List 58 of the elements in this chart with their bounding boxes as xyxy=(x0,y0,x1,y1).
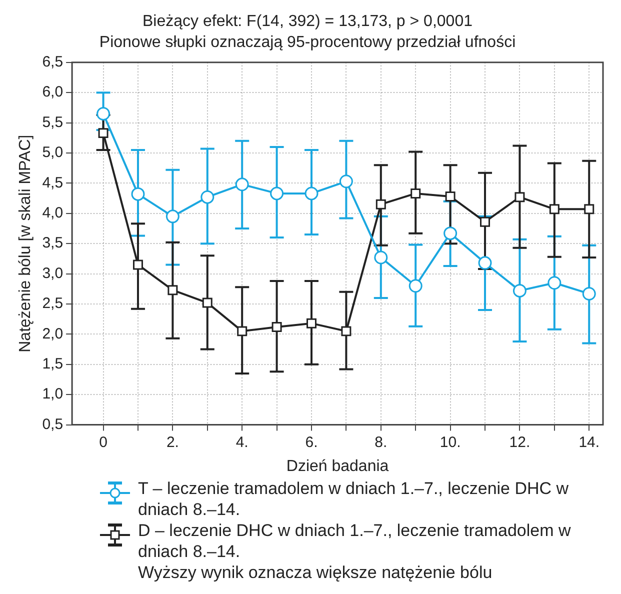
point xyxy=(339,174,353,188)
point xyxy=(98,128,108,138)
point xyxy=(341,326,352,336)
y-tick-label: 1,0 xyxy=(42,386,64,403)
y-tick-label: 3,0 xyxy=(42,264,64,282)
y-tick-label: 2,0 xyxy=(42,325,64,342)
point xyxy=(272,322,282,332)
legend-label: T – leczenie tramadolem w dniach 1.–7., leczenie DHC w dniach 8.–14. xyxy=(138,478,570,520)
point xyxy=(304,186,318,200)
y-tick-label: 3,5 xyxy=(42,234,64,252)
y-tick-label: 6,0 xyxy=(42,84,64,101)
y-tick-label: 0,5 xyxy=(42,416,64,433)
point xyxy=(166,210,180,224)
point xyxy=(549,204,560,214)
point xyxy=(235,178,249,192)
point xyxy=(168,285,178,296)
point xyxy=(584,204,594,214)
y-tick-label: 4,5 xyxy=(42,174,64,192)
x-axis-title: Dzień badania xyxy=(286,458,389,475)
x-tick-label: 10. xyxy=(440,434,461,451)
y-tick-label: 1,5 xyxy=(42,356,64,373)
x-tick-label: 4. xyxy=(236,434,248,451)
point xyxy=(408,279,422,293)
x-tick-label: 6. xyxy=(305,434,318,451)
point xyxy=(582,286,596,300)
point xyxy=(548,276,562,290)
x-tick-label: 2. xyxy=(166,434,179,451)
chart-subtitle: Pionowe słupki oznaczają 95-procentowy przedział ufności xyxy=(99,34,516,52)
point xyxy=(445,191,456,202)
text: Wyższy wynik oznacza większe natężenie bólu xyxy=(137,562,494,583)
point xyxy=(374,250,388,264)
y-tick-label: 2,5 xyxy=(42,295,64,312)
point xyxy=(410,188,421,198)
x-tick-label: 12. xyxy=(509,434,530,451)
y-tick-label: 5,5 xyxy=(42,114,64,131)
point xyxy=(202,298,212,308)
point xyxy=(131,187,145,201)
chart-title: Bieżący efekt: F(14, 392) = 13,173, p > 0,0001 xyxy=(142,13,473,30)
y-tick-label: 6,5 xyxy=(42,54,64,71)
point xyxy=(237,326,248,336)
x-tick-label: 14. xyxy=(578,434,600,451)
x-tick-label: 0 xyxy=(99,434,108,451)
point xyxy=(444,226,458,240)
point xyxy=(306,318,316,328)
point xyxy=(376,199,386,210)
y-tick-label: 4,0 xyxy=(42,204,64,222)
point xyxy=(270,186,284,200)
point xyxy=(480,216,490,227)
legend-label: D – leczenie DHC w dniach 1.–7., leczenie tramadolem w dniach 8.–14. xyxy=(138,520,572,562)
point xyxy=(200,190,214,204)
point xyxy=(514,192,525,202)
y-tick-label: 5,0 xyxy=(42,144,64,162)
point xyxy=(96,106,110,120)
point xyxy=(132,260,143,270)
point xyxy=(512,284,526,298)
x-tick-label: 8. xyxy=(374,434,388,451)
point xyxy=(478,256,492,270)
y-axis-title: Natężenie bólu [w skali MPAC] xyxy=(17,134,34,352)
